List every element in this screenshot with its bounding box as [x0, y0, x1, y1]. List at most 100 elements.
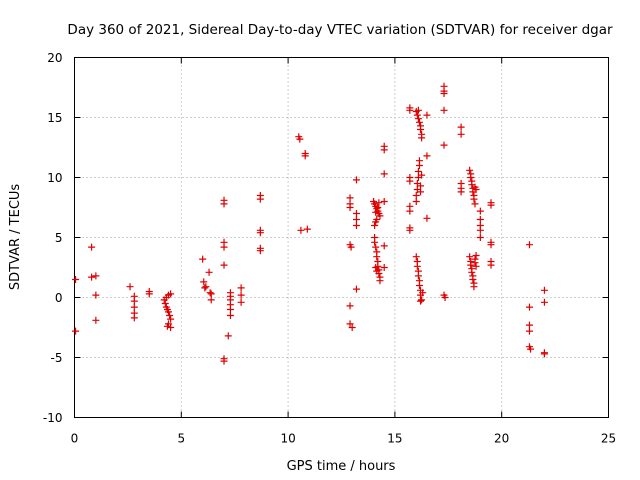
data-point: [126, 283, 134, 291]
data-point: [145, 290, 153, 298]
data-point: [88, 273, 96, 281]
data-point: [256, 195, 264, 203]
data-point: [406, 106, 414, 114]
data-point: [201, 284, 209, 292]
data-point: [540, 298, 548, 306]
data-point: [167, 290, 175, 298]
data-point: [237, 291, 245, 299]
data-point: [440, 141, 448, 149]
data-point: [469, 276, 477, 283]
data-point: [372, 264, 380, 271]
data-point: [417, 188, 425, 196]
y-tick-label: 10: [47, 171, 62, 185]
data-point: [167, 315, 175, 323]
data-point: [164, 308, 172, 316]
data-points: [72, 82, 548, 365]
data-point: [130, 303, 138, 311]
data-point: [88, 243, 96, 251]
x-tick-label: 25: [601, 432, 616, 446]
data-point: [418, 171, 426, 179]
data-point: [376, 277, 384, 285]
data-point: [371, 222, 379, 229]
data-point: [130, 314, 138, 322]
data-point: [414, 115, 422, 123]
data-point: [471, 259, 479, 267]
data-point: [406, 177, 414, 185]
data-point: [372, 208, 380, 216]
data-point: [472, 262, 480, 270]
data-point: [374, 204, 382, 211]
data-point: [372, 218, 380, 226]
data-point: [467, 174, 475, 181]
y-tick-label: -10: [43, 411, 63, 425]
data-point: [352, 285, 360, 293]
data-point: [440, 106, 448, 114]
data-point: [414, 168, 422, 175]
data-point: [376, 212, 384, 220]
data-point: [417, 126, 425, 133]
data-point: [476, 234, 484, 241]
data-point: [457, 188, 465, 196]
data-point: [525, 303, 533, 311]
data-point: [237, 298, 245, 306]
data-point: [352, 176, 360, 184]
x-tick-label: 5: [177, 432, 185, 446]
data-point: [413, 262, 421, 270]
data-point: [206, 289, 214, 297]
data-point: [406, 226, 414, 234]
data-point: [256, 247, 264, 255]
x-tick-label: 20: [494, 432, 509, 446]
data-point: [375, 199, 383, 207]
data-point: [346, 204, 354, 211]
data-point: [419, 289, 427, 297]
data-point: [72, 327, 80, 335]
data-point: [472, 252, 480, 259]
data-point: [373, 253, 381, 261]
data-point: [166, 312, 174, 319]
data-point: [540, 350, 548, 358]
data-point: [237, 284, 245, 292]
data-point: [525, 241, 533, 249]
data-point: [406, 207, 414, 215]
data-point: [457, 123, 465, 131]
data-point: [417, 182, 425, 190]
data-point: [226, 312, 234, 319]
data-point: [418, 296, 426, 304]
data-point: [527, 345, 535, 353]
data-point: [163, 322, 171, 330]
data-point: [303, 225, 311, 233]
data-point: [199, 255, 207, 263]
data-point: [220, 243, 228, 251]
data-point: [371, 238, 379, 246]
data-point: [540, 286, 548, 294]
data-point: [373, 267, 381, 275]
data-point: [414, 106, 422, 114]
data-point: [380, 170, 388, 178]
chart-title: Day 360 of 2021, Sidereal Day-to-day VTE…: [67, 22, 613, 38]
x-tick-label: 10: [280, 432, 295, 446]
data-point: [161, 300, 169, 307]
data-point: [205, 268, 213, 276]
data-point: [380, 242, 388, 250]
y-tick-label: 20: [47, 51, 62, 65]
data-point: [346, 302, 354, 310]
data-point: [470, 283, 478, 291]
data-point: [423, 214, 431, 222]
data-point: [476, 226, 484, 234]
data-point: [423, 111, 431, 119]
data-point: [487, 261, 495, 269]
data-point: [441, 294, 449, 301]
data-point: [466, 253, 474, 261]
data-point: [470, 195, 478, 203]
data-point: [207, 296, 215, 304]
data-point: [415, 282, 423, 289]
data-point: [347, 243, 355, 251]
data-point: [476, 216, 484, 223]
data-point: [352, 222, 360, 229]
data-point: [468, 268, 476, 276]
data-point: [423, 152, 431, 160]
x-tick-label: 0: [71, 432, 79, 446]
y-axis-title: SDTVAR / TECUs: [8, 184, 23, 291]
data-point: [220, 355, 228, 363]
